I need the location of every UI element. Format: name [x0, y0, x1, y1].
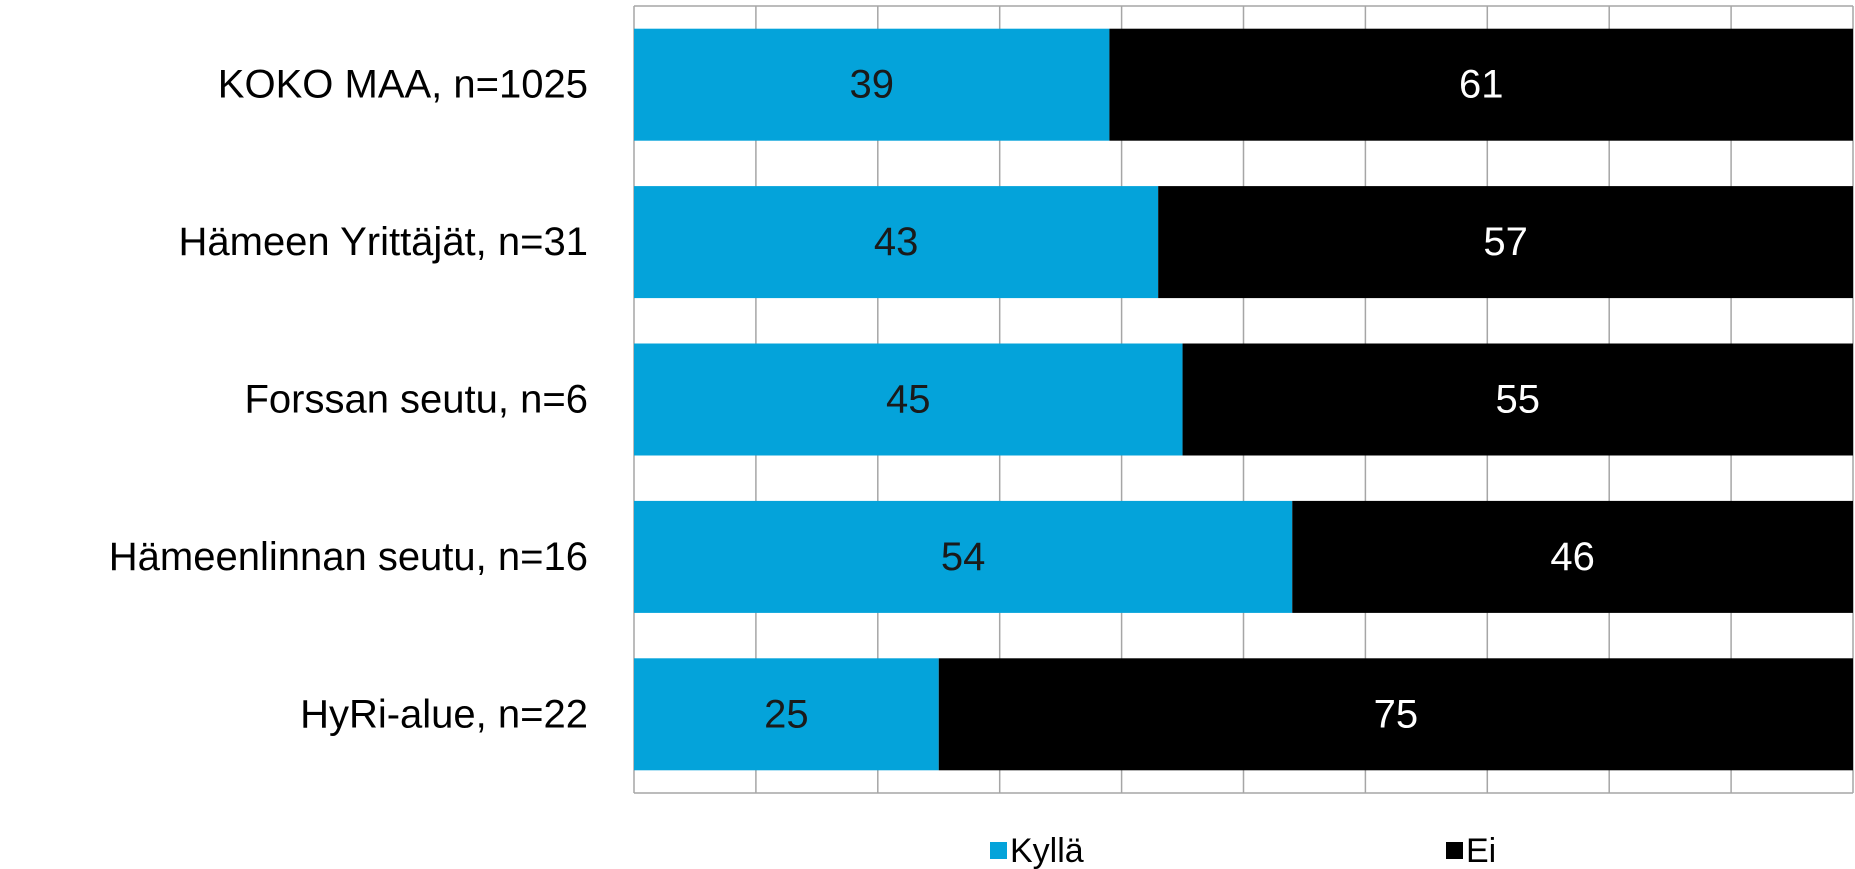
category-label: Hämeenlinnan seutu, n=16 — [109, 535, 588, 579]
bars: 39 61 43 57 45 55 54 46 25 75 — [634, 28, 1853, 771]
data-label: 46 — [1550, 535, 1595, 579]
data-label: 43 — [874, 220, 919, 264]
legend-swatch — [1446, 842, 1463, 859]
bar-segment — [634, 28, 1110, 141]
legend-label: Ei — [1466, 832, 1496, 869]
category-label: KOKO MAA, n=1025 — [218, 63, 588, 107]
bar-segment — [634, 343, 1183, 456]
bar-segment — [634, 500, 1293, 613]
bar-segment — [1182, 343, 1853, 456]
bar-segment — [938, 658, 1853, 771]
bar-segment — [634, 186, 1159, 299]
data-label: 57 — [1483, 220, 1528, 264]
data-label: 39 — [849, 63, 894, 107]
legend-label: Kyllä — [1010, 832, 1084, 869]
bar-segment — [1292, 500, 1853, 613]
legend-swatch — [990, 842, 1007, 859]
data-label: 55 — [1496, 378, 1541, 422]
legend: Kyllä Ei — [990, 832, 1496, 869]
data-label: 54 — [941, 535, 986, 579]
data-label: 25 — [764, 692, 809, 736]
bar-segment — [1158, 186, 1853, 299]
bar-segment — [1109, 28, 1853, 141]
category-label: HyRi-alue, n=22 — [300, 692, 588, 736]
bar-segment — [634, 658, 939, 771]
category-label: Forssan seutu, n=6 — [244, 378, 588, 422]
category-label: Hämeen Yrittäjät, n=31 — [178, 220, 588, 264]
category-labels: KOKO MAA, n=1025 Hämeen Yrittäjät, n=31 Fo… — [109, 63, 588, 737]
data-label: 75 — [1374, 692, 1419, 736]
data-label: 61 — [1459, 63, 1504, 107]
data-label: 45 — [886, 378, 931, 422]
